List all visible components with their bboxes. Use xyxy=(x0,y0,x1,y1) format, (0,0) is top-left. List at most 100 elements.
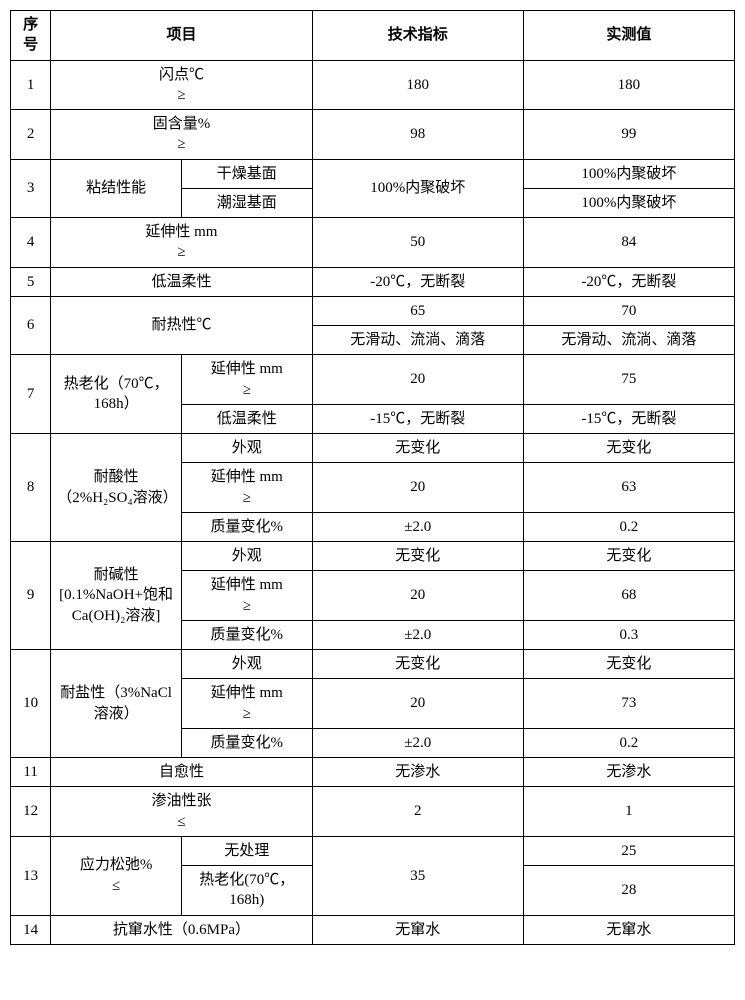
cell-meas: 73 xyxy=(523,679,734,729)
cell-meas: 99 xyxy=(523,110,734,160)
cell-subproject: 低温柔性 xyxy=(181,404,312,433)
cell-subproject: 质量变化% xyxy=(181,728,312,757)
table-row: 9 耐碱性[0.1%NaOH+饱和Ca(OH)₂溶液] 外观 无变化 无变化 xyxy=(11,542,735,571)
spec-table: 序号 项目 技术指标 实测值 1 闪点℃≥ 180 180 2 固含量%≥ 98… xyxy=(10,10,735,945)
cell-seq: 8 xyxy=(11,434,51,542)
cell-seq: 9 xyxy=(11,542,51,650)
cell-project: 粘结性能 xyxy=(51,159,182,218)
table-row: 7 热老化（70℃，168h） 延伸性 mm≥ 20 75 xyxy=(11,355,735,405)
cell-project: 耐酸性（2%H₂SO₄溶液） xyxy=(51,434,182,542)
table-row: 2 固含量%≥ 98 99 xyxy=(11,110,735,160)
cell-spec: 无滑动、流淌、滴落 xyxy=(312,326,523,355)
cell-spec: 无渗水 xyxy=(312,758,523,787)
cell-subproject: 延伸性 mm≥ xyxy=(181,463,312,513)
table-row: 8 耐酸性（2%H₂SO₄溶液） 外观 无变化 无变化 xyxy=(11,434,735,463)
cell-spec: -15℃，无断裂 xyxy=(312,404,523,433)
cell-meas: 1 xyxy=(523,787,734,837)
cell-subproject: 延伸性 mm≥ xyxy=(181,571,312,621)
cell-meas: 75 xyxy=(523,355,734,405)
cell-project: 抗窜水性（0.6MPa） xyxy=(51,915,312,944)
cell-spec: 无变化 xyxy=(312,650,523,679)
cell-project: 低温柔性 xyxy=(51,267,312,296)
cell-project: 耐碱性[0.1%NaOH+饱和Ca(OH)₂溶液] xyxy=(51,542,182,650)
cell-meas: 100%内聚破坏 xyxy=(523,159,734,188)
cell-spec: 20 xyxy=(312,355,523,405)
cell-meas: 180 xyxy=(523,60,734,110)
table-row: 5 低温柔性 -20℃，无断裂 -20℃，无断裂 xyxy=(11,267,735,296)
cell-project: 延伸性 mm≥ xyxy=(51,218,312,268)
cell-subproject: 延伸性 mm≥ xyxy=(181,355,312,405)
cell-project: 应力松弛%≤ xyxy=(51,836,182,915)
header-spec: 技术指标 xyxy=(312,11,523,61)
cell-spec: 20 xyxy=(312,679,523,729)
cell-meas: 28 xyxy=(523,866,734,916)
cell-meas: 0.3 xyxy=(523,620,734,649)
cell-meas: 68 xyxy=(523,571,734,621)
cell-meas: -20℃，无断裂 xyxy=(523,267,734,296)
cell-spec: ±2.0 xyxy=(312,728,523,757)
cell-project: 自愈性 xyxy=(51,758,312,787)
cell-subproject: 延伸性 mm≥ xyxy=(181,679,312,729)
cell-meas: 63 xyxy=(523,463,734,513)
cell-seq: 10 xyxy=(11,650,51,758)
cell-meas: 0.2 xyxy=(523,512,734,541)
table-row: 3 粘结性能 干燥基面 100%内聚破坏 100%内聚破坏 xyxy=(11,159,735,188)
cell-seq: 11 xyxy=(11,758,51,787)
cell-spec: 2 xyxy=(312,787,523,837)
cell-seq: 5 xyxy=(11,267,51,296)
cell-spec: 无窜水 xyxy=(312,915,523,944)
cell-spec: 50 xyxy=(312,218,523,268)
table-row: 14 抗窜水性（0.6MPa） 无窜水 无窜水 xyxy=(11,915,735,944)
cell-meas: 无变化 xyxy=(523,650,734,679)
cell-meas: 无窜水 xyxy=(523,915,734,944)
cell-subproject: 外观 xyxy=(181,542,312,571)
cell-subproject: 热老化(70℃，168h) xyxy=(181,866,312,916)
table-header-row: 序号 项目 技术指标 实测值 xyxy=(11,11,735,61)
cell-spec: 20 xyxy=(312,571,523,621)
cell-spec: 无变化 xyxy=(312,542,523,571)
cell-meas: 无变化 xyxy=(523,542,734,571)
cell-spec: ±2.0 xyxy=(312,512,523,541)
cell-meas: 84 xyxy=(523,218,734,268)
table-row: 11 自愈性 无渗水 无渗水 xyxy=(11,758,735,787)
cell-seq: 14 xyxy=(11,915,51,944)
cell-project: 闪点℃≥ xyxy=(51,60,312,110)
cell-spec: ±2.0 xyxy=(312,620,523,649)
cell-spec: 20 xyxy=(312,463,523,513)
table-row: 1 闪点℃≥ 180 180 xyxy=(11,60,735,110)
cell-spec: 65 xyxy=(312,296,523,325)
cell-meas: -15℃，无断裂 xyxy=(523,404,734,433)
cell-subproject: 外观 xyxy=(181,434,312,463)
cell-spec: 100%内聚破坏 xyxy=(312,159,523,218)
cell-spec: 35 xyxy=(312,836,523,915)
cell-spec: 无变化 xyxy=(312,434,523,463)
cell-project: 渗油性张≤ xyxy=(51,787,312,837)
cell-spec: 180 xyxy=(312,60,523,110)
cell-seq: 3 xyxy=(11,159,51,218)
table-row: 10 耐盐性（3%NaCl溶液） 外观 无变化 无变化 xyxy=(11,650,735,679)
cell-meas: 无渗水 xyxy=(523,758,734,787)
cell-meas: 25 xyxy=(523,836,734,865)
header-project: 项目 xyxy=(51,11,312,61)
cell-seq: 2 xyxy=(11,110,51,160)
cell-seq: 1 xyxy=(11,60,51,110)
cell-project: 耐盐性（3%NaCl溶液） xyxy=(51,650,182,758)
cell-spec: 98 xyxy=(312,110,523,160)
cell-meas: 无变化 xyxy=(523,434,734,463)
cell-seq: 7 xyxy=(11,355,51,434)
cell-project: 固含量%≥ xyxy=(51,110,312,160)
cell-subproject: 干燥基面 xyxy=(181,159,312,188)
cell-seq: 12 xyxy=(11,787,51,837)
cell-seq: 13 xyxy=(11,836,51,915)
cell-subproject: 质量变化% xyxy=(181,620,312,649)
cell-project: 耐热性℃ xyxy=(51,296,312,355)
cell-meas: 70 xyxy=(523,296,734,325)
cell-subproject: 潮湿基面 xyxy=(181,188,312,217)
cell-seq: 4 xyxy=(11,218,51,268)
table-row: 4 延伸性 mm≥ 50 84 xyxy=(11,218,735,268)
table-row: 6 耐热性℃ 65 70 xyxy=(11,296,735,325)
cell-meas: 无滑动、流淌、滴落 xyxy=(523,326,734,355)
cell-meas: 100%内聚破坏 xyxy=(523,188,734,217)
table-row: 13 应力松弛%≤ 无处理 35 25 xyxy=(11,836,735,865)
header-measured: 实测值 xyxy=(523,11,734,61)
